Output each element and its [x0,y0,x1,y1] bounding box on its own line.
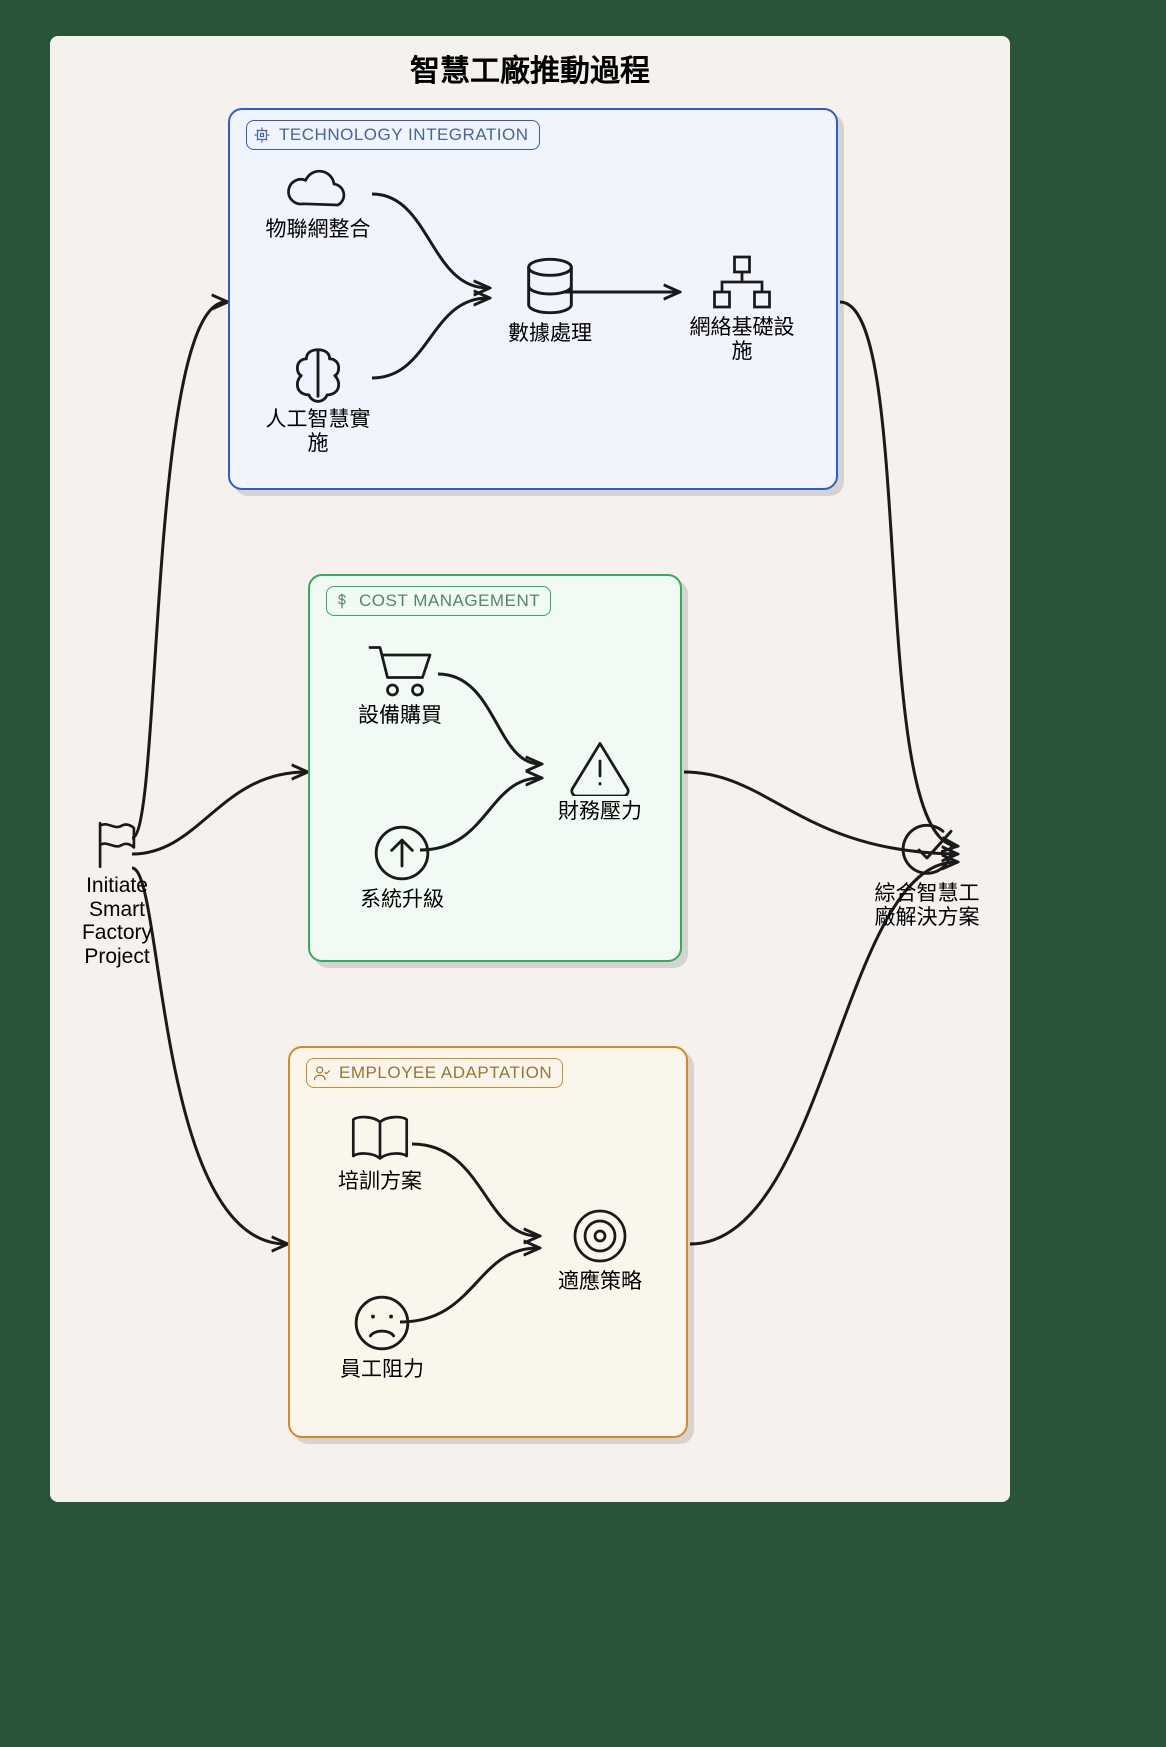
org-chart-icon [682,252,802,312]
node-label: 人工智慧實 施 [258,408,378,456]
book-icon [320,1112,440,1166]
node-label: 員工阻力 [322,1358,442,1382]
node-label: 系統升級 [342,888,462,912]
node-label: 物聯網整合 [258,218,378,242]
node-ai: 人工智慧實 施 [258,342,378,456]
node-fin: 財務壓力 [540,736,660,824]
node-net: 網絡基礎設 施 [682,252,802,364]
arrow-up-circle-icon [342,822,462,884]
node-data: 數據處理 [490,254,610,346]
node-label: 數據處理 [490,322,610,346]
flag-icon [72,816,162,874]
frown-icon [322,1292,442,1354]
start-label: Initiate Smart Factory Project [72,874,162,968]
node-resist: 員工阻力 [322,1292,442,1382]
end-label: 綜合智慧工 廠解決方案 [862,882,992,929]
node-iot: 物聯網整合 [258,164,378,242]
node-equip: 設備購買 [340,640,460,728]
node-label: 培訓方案 [320,1170,440,1194]
alert-triangle-icon [540,736,660,796]
target-icon [540,1206,660,1266]
cart-icon [340,640,460,700]
edge-iot-data [372,194,488,288]
node-train: 培訓方案 [320,1112,440,1194]
node-adapt: 適應策略 [540,1206,660,1294]
edge-ai-data [372,298,488,378]
end-node: 綜合智慧工 廠解決方案 [862,818,992,929]
check-circle-icon [862,818,992,882]
node-label: 設備購買 [340,704,460,728]
cloud-icon [258,164,378,214]
brain-icon [258,342,378,404]
node-upgrade: 系統升級 [342,822,462,912]
node-label: 財務壓力 [540,800,660,824]
database-icon [490,254,610,318]
start-node: Initiate Smart Factory Project [72,816,162,968]
node-label: 適應策略 [540,1270,660,1294]
node-label: 網絡基礎設 施 [682,316,802,364]
